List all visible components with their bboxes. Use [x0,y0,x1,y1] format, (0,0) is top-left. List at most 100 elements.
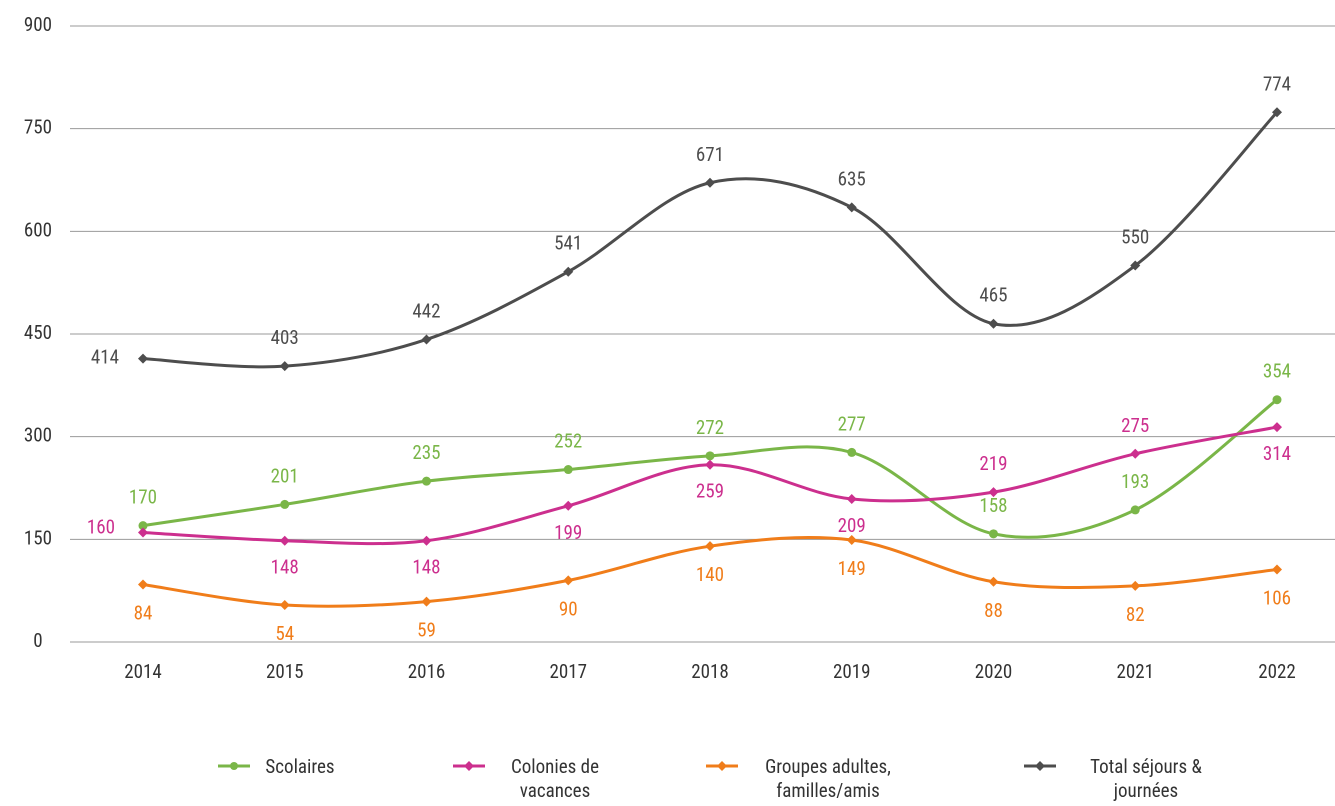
point [988,487,999,498]
point [1272,395,1282,405]
data-label: 550 [1121,226,1149,249]
point [1130,580,1141,591]
data-label: 414 [91,346,119,369]
series-line [142,111,1279,369]
legend-label: Total séjours & journées [1090,755,1202,802]
data-label: 193 [1121,470,1149,493]
legend-marker [717,761,727,771]
x-tick-label: 2016 [408,660,446,683]
data-label: 140 [696,563,724,586]
data-label: 84 [134,602,153,625]
data-label: 160 [87,516,115,539]
data-label: 541 [554,232,582,255]
x-tick-label: 2020 [975,660,1013,683]
point [138,579,148,590]
series-line [142,398,1278,539]
data-label: 671 [696,143,724,166]
data-label: 314 [1263,442,1291,465]
point [1272,564,1282,575]
legend-item: Colonies de vacances [453,755,625,803]
legend-item: Scolaires [218,755,350,779]
data-label: 90 [559,597,578,620]
point [1272,107,1282,118]
y-tick-label: 450 [24,321,52,344]
point [421,535,432,546]
data-label: 199 [554,521,582,544]
data-label: 148 [271,556,299,579]
data-label: 219 [979,452,1007,475]
point [279,535,290,546]
point [1130,505,1140,515]
data-label: 148 [412,556,440,579]
data-label: 209 [838,514,866,537]
y-tick-label: 750 [24,116,52,139]
point [280,499,290,509]
legend-label: Scolaires [265,755,335,778]
legend-symbol [1024,761,1056,771]
point [846,535,857,546]
legend-item: Total séjours & journées [1024,755,1236,803]
legend-label: Groupes adultes, familles/amis [765,755,891,802]
point [279,600,290,611]
x-tick-label: 2022 [1258,660,1296,683]
data-label: 277 [838,412,866,435]
point [138,527,148,538]
point [988,318,999,329]
point [422,476,431,486]
data-label: 275 [1121,414,1149,437]
point [421,334,432,345]
x-tick-label: 2018 [691,660,729,683]
data-label: 272 [696,416,724,439]
x-tick-label: 2021 [1116,660,1154,683]
point [988,576,999,587]
point [705,177,715,188]
data-label: 635 [838,167,866,190]
data-label: 403 [271,326,299,349]
legend-marker [230,762,238,770]
point [1130,448,1141,459]
legend-symbol [706,761,738,771]
point [705,459,715,470]
x-tick-label: 2017 [549,660,587,683]
point [846,202,857,213]
data-label: 54 [275,622,294,645]
point [1130,260,1141,271]
legend-symbol [218,762,250,770]
legend-item: Groupes adultes, familles/amis [706,755,918,803]
y-tick-label: 900 [24,13,52,36]
point [846,493,857,504]
x-tick-label: 2014 [124,660,162,683]
y-tick-label: 600 [24,218,52,241]
point [138,521,148,531]
data-label: 774 [1263,72,1291,95]
point [138,353,148,364]
y-tick-label: 150 [24,526,52,549]
data-label: 354 [1263,360,1291,383]
data-label: 59 [417,619,436,642]
data-label: 88 [984,599,1003,622]
point [563,465,573,475]
point [1272,422,1282,433]
point [563,500,574,511]
point [989,529,998,539]
data-label: 465 [979,284,1007,307]
data-label: 252 [554,430,582,453]
y-tick-label: 300 [24,424,52,447]
point [705,451,715,461]
data-label: 259 [696,480,724,503]
point [421,596,432,607]
point [563,266,574,277]
data-label: 201 [271,464,299,487]
x-tick-label: 2019 [833,660,871,683]
legend-symbol [453,761,485,771]
legend-label: Colonies de vacances [510,755,600,802]
data-label: 106 [1263,586,1291,609]
legend-marker [464,761,474,771]
point [847,447,857,457]
point [563,575,574,586]
data-label: 442 [412,299,440,322]
legend-marker [1035,761,1045,771]
y-tick-label: 0 [33,629,42,652]
data-label: 158 [979,494,1007,517]
